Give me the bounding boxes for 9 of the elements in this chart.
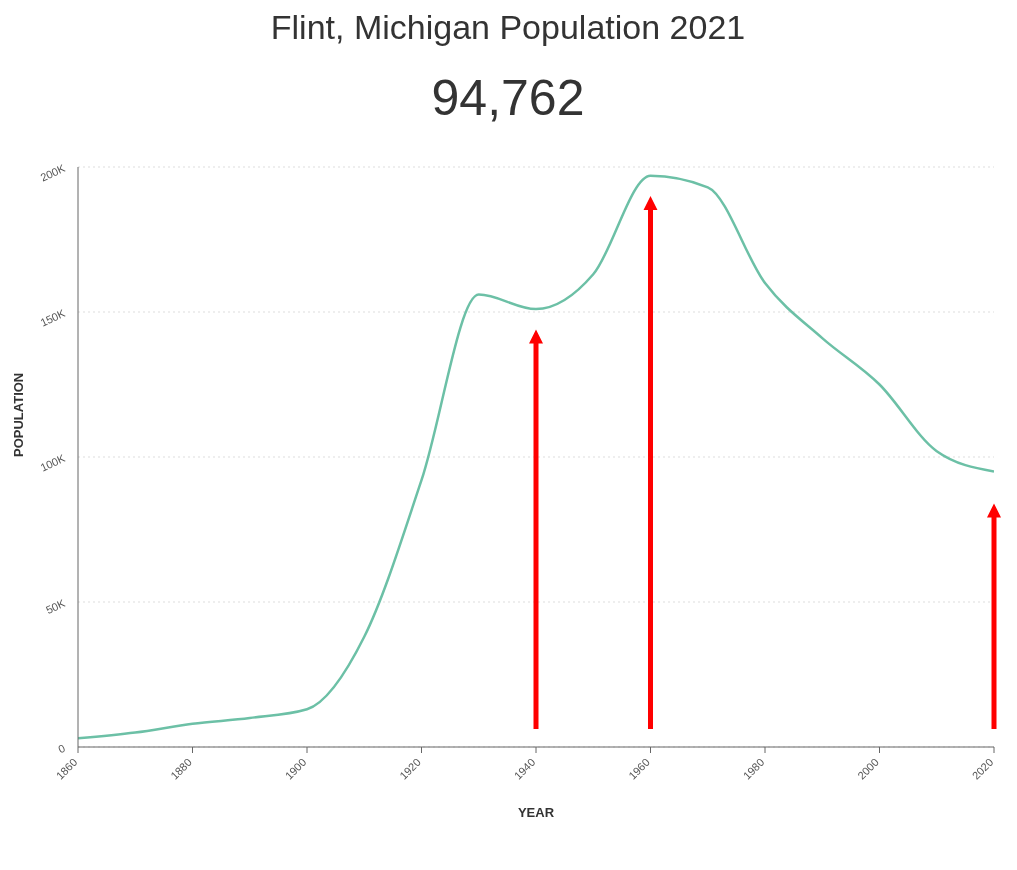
y-tick-label: 0 xyxy=(56,741,67,756)
chart-subtitle: 94,762 xyxy=(430,69,586,127)
y-tick-label: 100K xyxy=(38,451,68,474)
y-tick-label: 150K xyxy=(38,306,68,329)
y-tick-label: 50K xyxy=(44,596,68,617)
y-tick-label: 200K xyxy=(38,161,68,184)
x-axis-title: YEAR xyxy=(517,805,555,820)
chart-title: Flint, Michigan Population 2021 xyxy=(269,8,747,47)
y-axis-title: POPULATION xyxy=(10,372,26,457)
